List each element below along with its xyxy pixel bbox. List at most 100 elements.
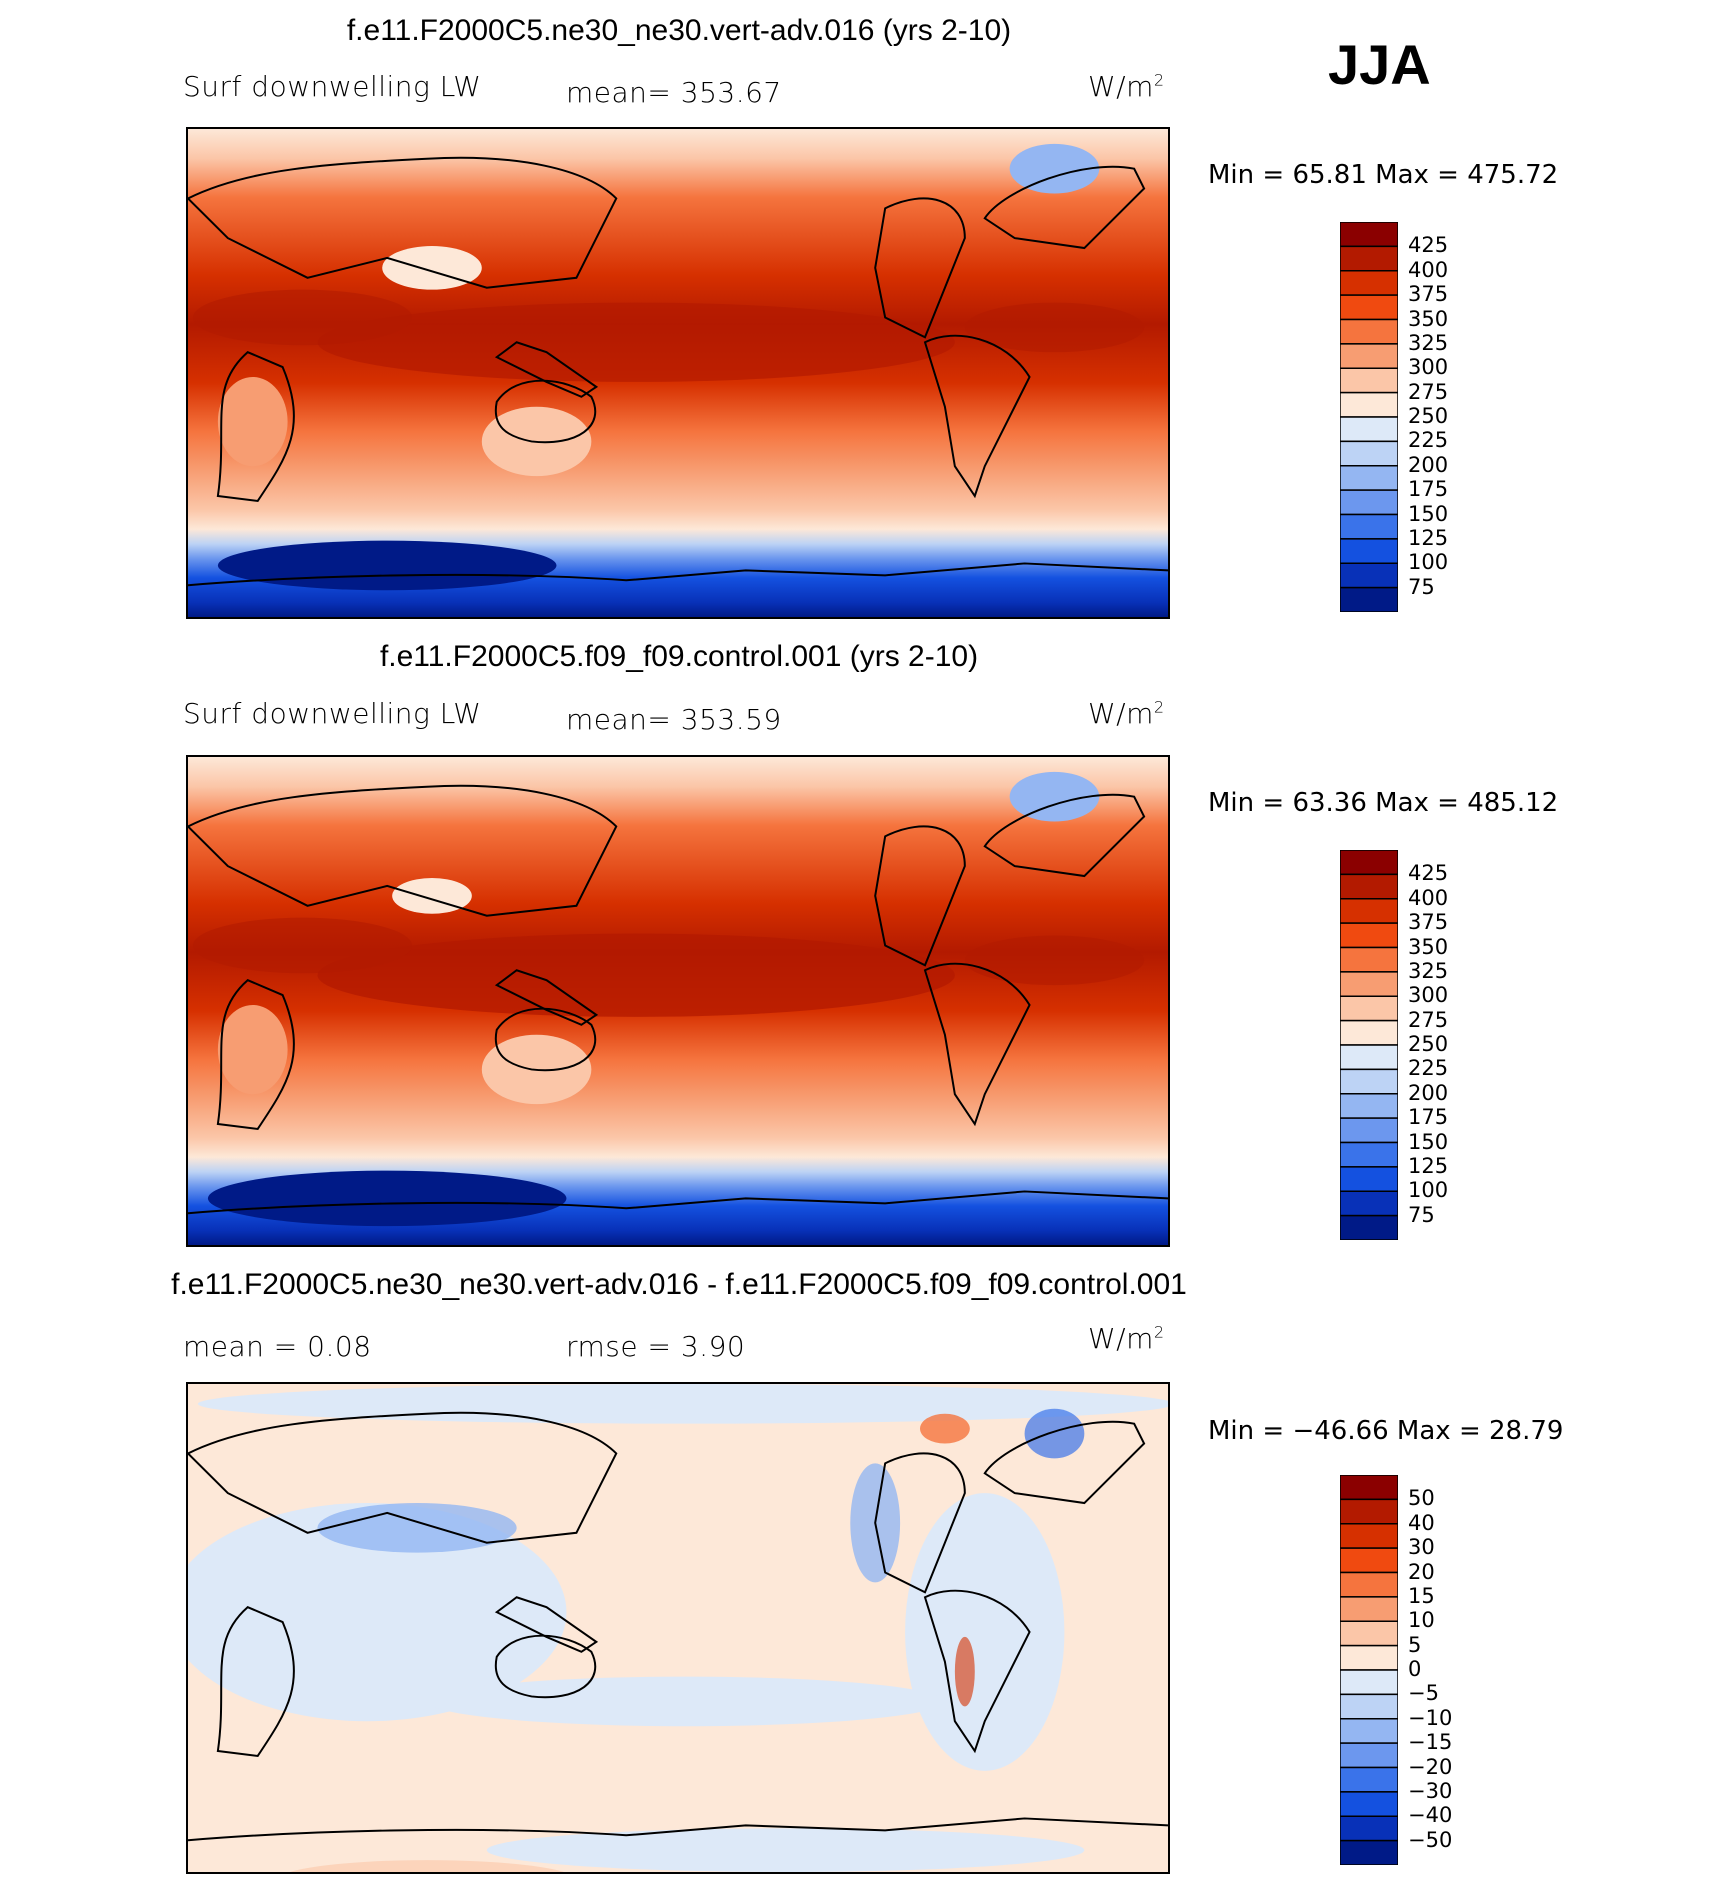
panel1-map <box>186 127 1170 619</box>
colorbar-swatch <box>1340 1571 1398 1598</box>
colorbar-swatch <box>1340 1068 1398 1095</box>
colorbar-tick-label: 200 <box>1408 452 1449 477</box>
panel2-variable-label: Surf downwelling LW <box>183 697 482 730</box>
colorbar-tick-label: 175 <box>1408 1105 1449 1130</box>
panel2-minmax: Min = 63.36 Max = 485.12 <box>1208 788 1559 818</box>
colorbar-tick-label: 225 <box>1408 428 1449 453</box>
colorbar-tick-label: 300 <box>1408 355 1449 380</box>
colorbar-swatch <box>1340 1166 1398 1192</box>
colorbar-swatch <box>1340 1791 1398 1817</box>
colorbar-swatch <box>1340 343 1398 369</box>
colorbar-tick-label: 175 <box>1408 477 1449 502</box>
colorbar-swatch <box>1340 1523 1398 1549</box>
colorbar-tick-label: 250 <box>1408 1032 1449 1056</box>
colorbar-swatch <box>1340 1093 1398 1119</box>
colorbar-swatch <box>1340 1644 1398 1671</box>
colorbar-swatch <box>1340 367 1398 394</box>
colorbar-tick-label: 350 <box>1408 934 1449 959</box>
panel2-map <box>186 755 1170 1247</box>
colorbar-swatch <box>1340 222 1398 248</box>
colorbar-swatch <box>1340 946 1398 973</box>
panel3-map <box>186 1382 1170 1874</box>
colorbar-swatch <box>1340 1839 1398 1865</box>
colorbar-swatch <box>1340 995 1398 1022</box>
colorbar-tick-label: 200 <box>1408 1080 1449 1105</box>
colorbar-swatch <box>1340 971 1398 997</box>
colorbar-swatch <box>1340 1718 1398 1744</box>
colorbar-tick-label: 350 <box>1408 306 1449 331</box>
colorbar-tick-label: 100 <box>1408 550 1449 575</box>
colorbar-tick-label: 400 <box>1408 885 1449 910</box>
colorbar-swatch <box>1340 391 1398 418</box>
colorbar-tick-label: −20 <box>1408 1754 1453 1779</box>
colorbar-swatch <box>1340 1547 1398 1574</box>
panel2-colorbar <box>1340 850 1398 1240</box>
panel3-units: W/m2 <box>1088 1322 1165 1355</box>
colorbar-swatch <box>1340 1498 1398 1525</box>
panel1-title: f.e11.F2000C5.ne30_ne30.vert-adv.016 (yr… <box>346 14 1012 47</box>
panel1-units: W/m2 <box>1088 70 1165 103</box>
colorbar-tick-label: 225 <box>1408 1056 1449 1081</box>
colorbar-tick-label: 425 <box>1408 233 1449 258</box>
panel2-title: f.e11.F2000C5.f09_f09.control.001 (yrs 2… <box>379 640 979 673</box>
colorbar-tick-label: 325 <box>1408 330 1449 355</box>
colorbar-tick-label: 0 <box>1408 1657 1422 1681</box>
colorbar-swatch <box>1340 1815 1398 1842</box>
colorbar-swatch <box>1340 1019 1398 1046</box>
colorbar-swatch <box>1340 318 1398 345</box>
colorbar-tick-label: 425 <box>1408 861 1449 886</box>
colorbar-tick-label: 20 <box>1408 1559 1435 1584</box>
colorbar-tick-label: −5 <box>1408 1681 1439 1706</box>
colorbar-tick-label: 100 <box>1408 1178 1449 1203</box>
colorbar-swatch <box>1340 1044 1398 1071</box>
panel1-colorbar-svg <box>1340 222 1398 612</box>
panel3-map-svg <box>188 1384 1168 1872</box>
colorbar-swatch <box>1340 1669 1398 1696</box>
colorbar-swatch <box>1340 1742 1398 1769</box>
panel2-map-svg <box>188 757 1168 1245</box>
panel1-mean-label: mean= 353.67 <box>566 76 782 109</box>
panel3-colorbar-svg <box>1340 1475 1398 1865</box>
panel3-minmax: Min = −46.66 Max = 28.79 <box>1208 1416 1564 1446</box>
colorbar-swatch <box>1340 922 1398 949</box>
colorbar-tick-label: 150 <box>1408 501 1449 526</box>
colorbar-tick-label: 400 <box>1408 257 1449 282</box>
panel2-colorbar-svg <box>1340 850 1398 1240</box>
colorbar-swatch <box>1340 1596 1398 1622</box>
panel1-minmax: Min = 65.81 Max = 475.72 <box>1208 160 1559 190</box>
colorbar-tick-label: 75 <box>1408 574 1435 599</box>
colorbar-tick-label: 40 <box>1408 1510 1435 1535</box>
panel2-mean-label: mean= 353.59 <box>566 703 782 736</box>
colorbar-tick-label: −50 <box>1408 1827 1453 1852</box>
panel1-map-svg <box>188 129 1168 617</box>
colorbar-tick-label: 50 <box>1408 1486 1435 1511</box>
colorbar-swatch <box>1340 1117 1398 1144</box>
colorbar-tick-label: −40 <box>1408 1803 1453 1828</box>
colorbar-swatch <box>1340 850 1398 876</box>
colorbar-tick-label: 10 <box>1408 1608 1435 1633</box>
season-label: JJA <box>1328 33 1431 96</box>
colorbar-tick-label: −10 <box>1408 1705 1453 1730</box>
colorbar-tick-label: 250 <box>1408 404 1449 428</box>
colorbar-tick-label: 75 <box>1408 1202 1435 1227</box>
panel3-colorbar <box>1340 1475 1398 1865</box>
colorbar-swatch <box>1340 538 1398 564</box>
colorbar-tick-label: 30 <box>1408 1535 1435 1560</box>
colorbar-tick-label: 5 <box>1408 1632 1422 1657</box>
panel3-rmse-label: rmse = 3.90 <box>566 1330 746 1363</box>
colorbar-tick-label: 15 <box>1408 1583 1435 1608</box>
colorbar-swatch <box>1340 465 1398 491</box>
colorbar-swatch <box>1340 1693 1398 1720</box>
colorbar-tick-label: 375 <box>1408 910 1449 935</box>
colorbar-tick-label: 150 <box>1408 1129 1449 1154</box>
colorbar-swatch <box>1340 898 1398 924</box>
colorbar-tick-label: 375 <box>1408 282 1449 307</box>
colorbar-tick-label: 300 <box>1408 983 1449 1008</box>
colorbar-swatch <box>1340 1214 1398 1240</box>
panel1-colorbar <box>1340 222 1398 612</box>
colorbar-swatch <box>1340 586 1398 612</box>
colorbar-tick-label: −15 <box>1408 1730 1453 1755</box>
colorbar-swatch <box>1340 1766 1398 1793</box>
panel3-mean-label: mean = 0.08 <box>183 1330 372 1363</box>
colorbar-tick-label: 325 <box>1408 958 1449 983</box>
